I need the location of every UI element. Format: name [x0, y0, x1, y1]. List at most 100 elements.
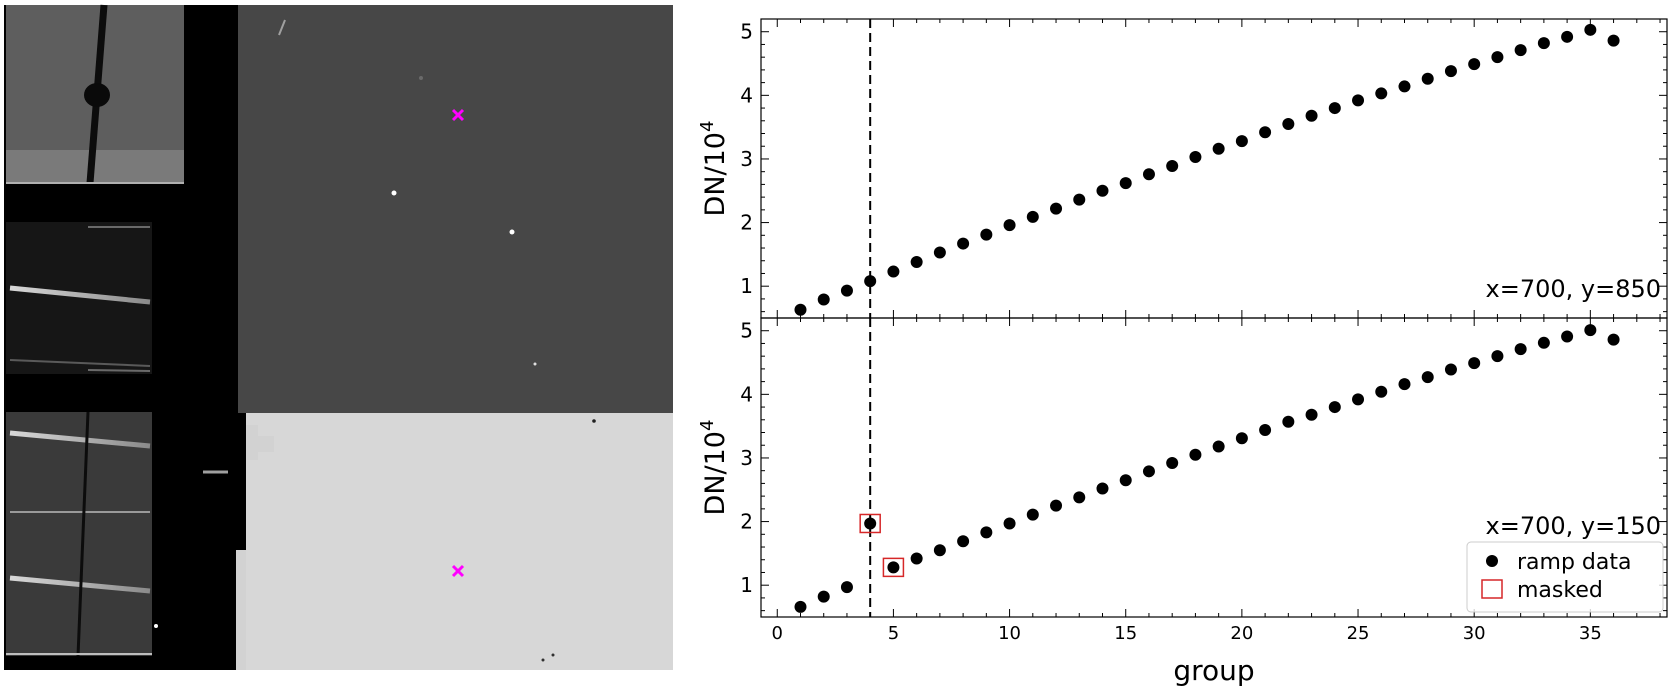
y-axis-label-base: DN/10	[700, 132, 731, 216]
y-axis-label-exponent: 4	[697, 420, 718, 431]
ramp-data-point	[794, 600, 807, 613]
ramp-data-point	[1328, 102, 1341, 115]
bottom-slit	[76, 411, 90, 657]
y-axis-label: DN/104	[697, 121, 731, 217]
masked-marker	[859, 513, 881, 534]
ramp-data-point	[957, 535, 970, 548]
y-axis-label: DN/104	[697, 420, 731, 516]
axes-frame	[760, 317, 1668, 618]
x-tick-label: 15	[1114, 623, 1137, 644]
masked-marker	[882, 557, 905, 578]
y-tick-label: 3	[740, 147, 753, 171]
dark-region	[238, 5, 673, 413]
hot-pixel	[509, 229, 515, 235]
panel-annotation: x=700, y=150	[1486, 512, 1662, 540]
ramp-data-point	[1537, 336, 1550, 349]
ramp-data-point	[1514, 343, 1527, 356]
ramp-data-point	[1398, 80, 1411, 93]
y-tick-label: 1	[740, 274, 753, 298]
x-axis-label: group	[1173, 654, 1254, 687]
x-tick-label: 35	[1579, 623, 1602, 644]
bright-region	[246, 413, 673, 670]
ramp-data-point	[887, 561, 900, 574]
ramp-data-point	[1607, 34, 1620, 47]
panel-annotation: x=700, y=850	[1486, 275, 1662, 303]
ramp-data-point	[1119, 177, 1132, 190]
ramp-data-point	[1468, 58, 1481, 71]
y-axis-label-exponent: 4	[697, 121, 718, 132]
ramp-data-point	[840, 284, 853, 297]
ramp-data-point	[1142, 168, 1155, 181]
ramp-data-point	[1166, 457, 1179, 470]
ramp-data-point	[1003, 219, 1016, 232]
legend-label-masked: masked	[1517, 578, 1603, 603]
ramp-data-point	[1352, 94, 1365, 107]
y-tick-label: 5	[740, 20, 753, 44]
ramp-data-point	[1352, 393, 1365, 406]
middle-streak-3	[9, 359, 151, 367]
y-tick-label: 4	[740, 83, 753, 107]
detector-image	[4, 4, 673, 670]
ramp-data-point	[1305, 109, 1318, 122]
ramp-data-point	[1491, 350, 1504, 363]
ramp-data-point	[933, 246, 946, 259]
y-tick-label: 2	[740, 211, 753, 235]
bright-region-notch	[236, 413, 274, 670]
ramp-data-point	[1189, 151, 1202, 164]
ramp-data-point	[1212, 142, 1225, 155]
ramp-data-point	[1050, 499, 1063, 512]
ramp-data-point	[1375, 385, 1388, 398]
ramp-data-point	[1050, 202, 1063, 215]
ramp-data-point	[980, 526, 993, 539]
ramp-data-point	[957, 237, 970, 250]
ramp-data-point	[1073, 491, 1086, 504]
marker-x-700-y-150	[451, 564, 465, 578]
ramp-data-point	[1003, 517, 1016, 530]
y-tick-label: 1	[740, 573, 753, 597]
ramp-data-point	[1259, 126, 1272, 139]
ramp-data-point	[933, 544, 946, 557]
ramp-data-point	[1328, 401, 1341, 414]
ramp-data-point	[910, 552, 923, 565]
ramp-data-point	[1282, 117, 1295, 130]
ramp-data-point	[1073, 193, 1086, 206]
hot-pixel	[391, 190, 397, 196]
ramp-data-point	[794, 303, 807, 316]
bottom-streak-1	[9, 430, 151, 449]
left-panel-top-blob	[84, 83, 110, 107]
ramp-data-point	[1444, 65, 1457, 78]
x-tick-label: 30	[1463, 623, 1486, 644]
ramp-data-point	[864, 275, 877, 288]
hot-pixel	[419, 76, 423, 80]
ramp-data-point	[887, 265, 900, 278]
ramp-data-point	[840, 581, 853, 594]
ramp-data-point	[1119, 474, 1132, 487]
ramp-data-point	[1259, 423, 1272, 436]
ramp-data-point	[1026, 508, 1039, 521]
dark-pixel	[592, 419, 596, 423]
ramp-data-point	[1398, 378, 1411, 391]
ramp-data-point	[1421, 371, 1434, 384]
ramp-data-point	[1468, 357, 1481, 370]
ramp-data-point	[1491, 51, 1504, 64]
ramp-data-point	[1584, 23, 1597, 36]
ramp-data-point	[817, 293, 830, 306]
legend-marker-masked	[1481, 579, 1503, 599]
ramp-data-point	[1235, 432, 1248, 445]
x-tick-label: 5	[888, 623, 899, 644]
ramp-data-point	[1421, 72, 1434, 85]
ramp-data-point	[817, 590, 830, 603]
streak-mark	[278, 19, 286, 36]
ramp-data-point	[910, 256, 923, 269]
ramp-data-point	[1375, 87, 1388, 100]
y-axis-label-base: DN/10	[700, 431, 731, 515]
ramp-data-point	[1561, 330, 1574, 343]
ramp-data-point	[1305, 408, 1318, 421]
ramp-data-point	[1212, 440, 1225, 453]
middle-streak-2	[9, 285, 151, 305]
y-tick-label: 5	[740, 319, 753, 343]
ramp-data-point	[1282, 415, 1295, 428]
